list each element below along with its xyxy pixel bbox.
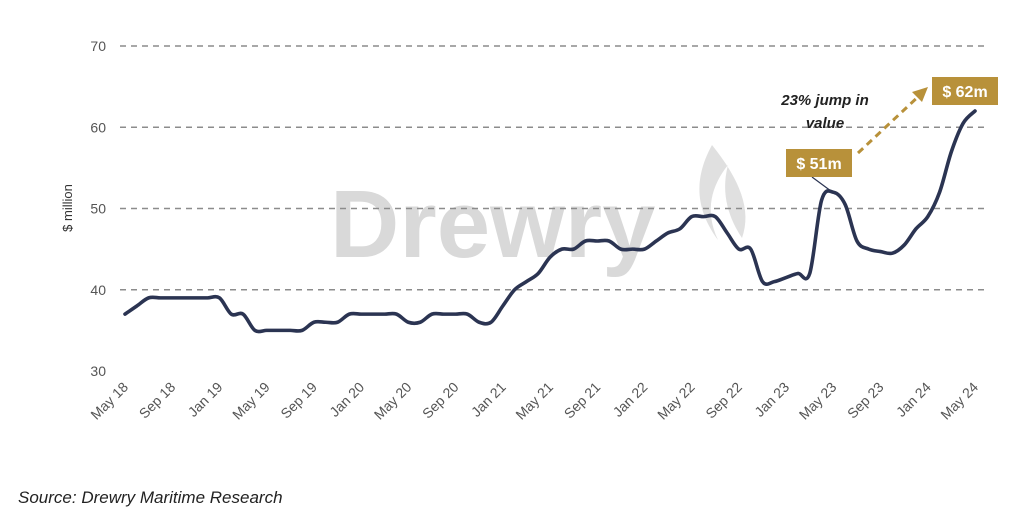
x-tick-labels: May 18 Sep 18 Jan 19 May 19 Sep 19 Jan 20 May … xyxy=(87,379,981,423)
x-tick-label: May 20 xyxy=(371,379,415,423)
watermark-text: Drewry xyxy=(330,171,656,278)
x-tick-label: Sep 23 xyxy=(844,379,887,422)
x-tick-label: May 18 xyxy=(87,379,131,423)
badge-51m-text: $ 51m xyxy=(796,156,841,173)
x-tick-label: May 21 xyxy=(512,379,556,423)
y-tick-40: 40 xyxy=(90,282,106,298)
callout-62m: $ 62m xyxy=(932,77,998,105)
x-tick-label: Sep 18 xyxy=(136,379,179,422)
gridlines xyxy=(120,45,985,291)
x-tick-label: Jan 24 xyxy=(893,379,934,420)
jump-annotation: 23% jump in value xyxy=(780,87,928,155)
x-tick-label: Sep 21 xyxy=(561,379,604,422)
y-tick-60: 60 xyxy=(90,119,106,135)
x-tick-label: May 24 xyxy=(937,379,981,423)
jump-arrowhead-icon xyxy=(912,87,928,102)
y-axis-label: $ million xyxy=(60,184,75,232)
y-tick-70: 70 xyxy=(90,38,106,54)
x-tick-label: Sep 19 xyxy=(277,379,320,422)
badge-51m xyxy=(786,149,852,177)
x-tick-label: Sep 22 xyxy=(702,379,745,422)
callout-51m-leader xyxy=(811,176,836,195)
jump-annotation-line2: value xyxy=(806,115,844,132)
y-tick-30: 30 xyxy=(90,363,106,379)
badge-62m-text: $ 62m xyxy=(942,84,987,101)
jump-arrow-icon xyxy=(856,93,922,155)
x-tick-label: Jan 20 xyxy=(326,379,367,420)
x-tick-label: May 22 xyxy=(654,379,698,423)
x-tick-label: Jan 19 xyxy=(185,379,226,420)
x-tick-label: Sep 20 xyxy=(419,379,462,422)
y-tick-labels: 30 40 50 60 70 xyxy=(90,38,106,379)
callout-51m: $ 51m xyxy=(786,149,852,195)
x-tick-label: Jan 23 xyxy=(751,379,792,420)
x-tick-label: May 23 xyxy=(796,379,840,423)
x-tick-label: Jan 22 xyxy=(610,379,651,420)
source-text: Drewry Maritime Research xyxy=(76,488,283,507)
x-tick-label: May 19 xyxy=(229,379,273,423)
x-tick-label: Jan 21 xyxy=(468,379,509,420)
y-tick-50: 50 xyxy=(90,201,106,217)
badge-62m xyxy=(932,77,998,105)
source-note: Source: Drewry Maritime Research xyxy=(18,488,283,508)
jump-annotation-line1: 23% jump in xyxy=(780,92,869,109)
source-label: Source: xyxy=(18,488,77,507)
